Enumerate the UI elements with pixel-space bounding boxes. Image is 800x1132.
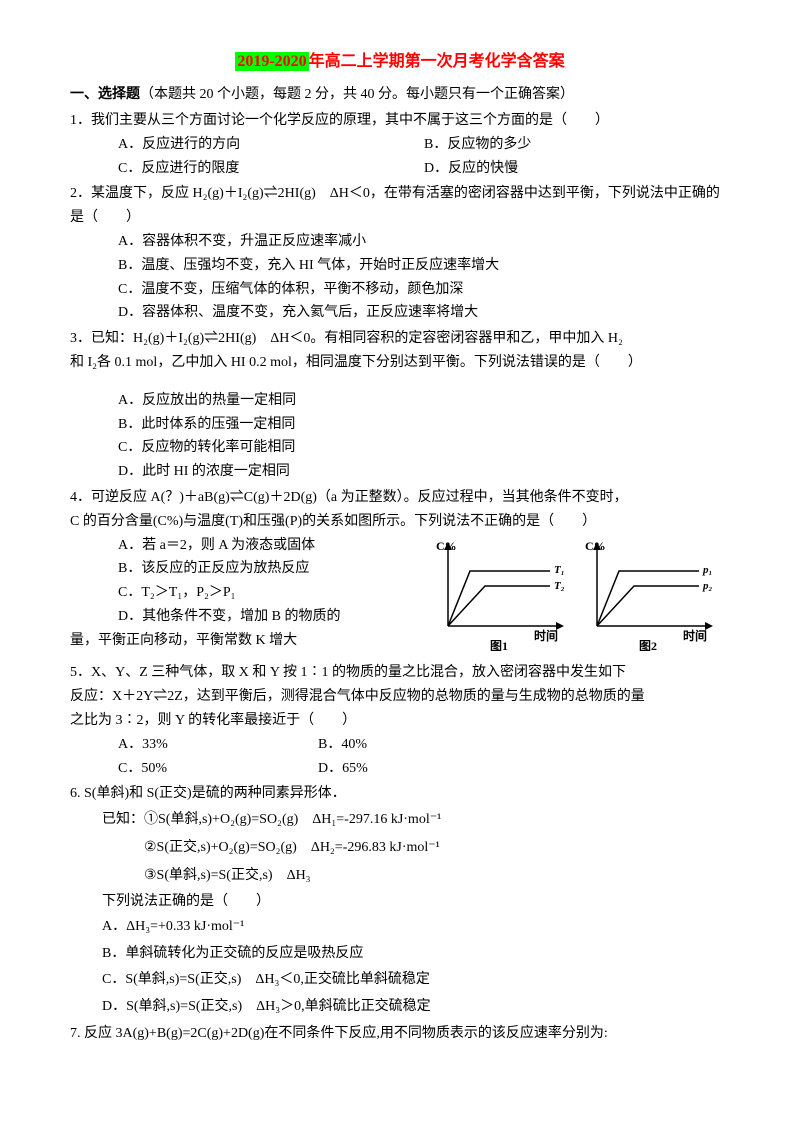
exam-page: 2019-2020年高二上学期第一次月考化学含答案 一、选择题（本题共 20 个…: [0, 0, 800, 1076]
q1-opt-a: A．反应进行的方向: [118, 133, 424, 157]
title-highlight: 2019-2020: [235, 52, 308, 71]
q5-opt-d: D．65%: [318, 757, 730, 781]
q5-opt-b: B．40%: [318, 733, 730, 757]
q4-stem-1: 4．可逆反应 A(？)＋aB(g)⇌C(g)＋2D(g)（a 为正整数）。反应过…: [70, 486, 730, 510]
section-1-note: （本题共 20 个小题，每题 2 分，共 40 分。每小题只有一个正确答案）: [140, 87, 574, 102]
q6-eq2: ②S(正交,s)+O₂(g)=SO₂(g) ΔH₂=-296.83 kJ·mol…: [102, 834, 730, 862]
q3-stem-2: 和 I₂各 0.1 mol，乙中加入 HI 0.2 mol，相同温度下分别达到平…: [70, 351, 730, 375]
q2-opt-c: C．温度不变，压缩气体的体积，平衡不移动，颜色加深: [118, 278, 730, 302]
chart1-t1: T₁: [554, 564, 565, 576]
q5-opt-a: A．33%: [118, 733, 318, 757]
title-text: 年高二上学期第一次月考化学含答案: [309, 53, 565, 70]
q6-eq3: ③S(单斜,s)=S(正交,s) ΔH₃: [102, 862, 730, 890]
q6-head: 6. S(单斜)和 S(正交)是硫的两种同素异形体．: [70, 782, 730, 806]
question-3: 3．已知：H₂(g)＋I₂(g)⇌2HI(g) ΔH＜0。有相同容积的定容密闭容…: [70, 327, 730, 484]
q2-opt-b: B．温度、压强均不变，充入 HI 气体，开始时正反应速率增大: [118, 254, 730, 278]
chart2-figlabel: 图2: [639, 639, 657, 651]
section-1-header: 一、选择题（本题共 20 个小题，每题 2 分，共 40 分。每小题只有一个正确…: [70, 83, 730, 107]
document-title: 2019-2020年高二上学期第一次月考化学含答案: [70, 48, 730, 75]
chart2-ylabel: C%: [585, 539, 606, 553]
q6-options: A．ΔH₃=+0.33 kJ·mol⁻¹ B．单斜硫转化为正交硫的反应是吸热反应…: [70, 914, 730, 1020]
q3-stem-1: 3．已知：H₂(g)＋I₂(g)⇌2HI(g) ΔH＜0。有相同容积的定容密闭容…: [70, 327, 730, 351]
q5-stem-1: 5．X、Y、Z 三种气体，取 X 和 Y 按 1∶1 的物质的量之比混合，放入密…: [70, 661, 730, 685]
q5-opt-c: C．50%: [118, 757, 318, 781]
chart1-ylabel: C%: [436, 539, 457, 553]
q6-known-block: 已知：①S(单斜,s)+O₂(g)=SO₂(g) ΔH₁=-297.16 kJ·…: [70, 806, 730, 890]
q6-opt-b: B．单斜硫转化为正交硫的反应是吸热反应: [102, 941, 730, 968]
q3-opt-c: C．反应物的转化率可能相同: [118, 436, 730, 460]
question-5: 5．X、Y、Z 三种气体，取 X 和 Y 按 1∶1 的物质的量之比混合，放入密…: [70, 661, 730, 780]
section-1-title: 一、选择题: [70, 87, 140, 102]
q6-opt-d: D．S(单斜,s)=S(正交,s) ΔH₃＞0,单斜硫比正交硫稳定: [102, 994, 730, 1021]
q6-opt-a: A．ΔH₃=+0.33 kJ·mol⁻¹: [102, 914, 730, 941]
q1-options: A．反应进行的方向 B．反应物的多少 C．反应进行的限度 D．反应的快慢: [70, 133, 730, 181]
q7-stem: 7. 反应 3A(g)+B(g)=2C(g)+2D(g)在不同条件下反应,用不同…: [70, 1022, 730, 1046]
q6-opt-c: C．S(单斜,s)=S(正交,s) ΔH₃＜0,正交硫比单斜硫稳定: [102, 967, 730, 994]
q1-stem: 1．我们主要从三个方面讨论一个化学反应的原理，其中不属于这三个方面的是（ ）: [70, 109, 730, 133]
q2-opt-d: D．容器体积、温度不变，充入氦气后，正反应速率将增大: [118, 301, 730, 325]
q6-eq1: 已知：①S(单斜,s)+O₂(g)=SO₂(g) ΔH₁=-297.16 kJ·…: [102, 806, 730, 834]
q1-opt-c: C．反应进行的限度: [118, 157, 424, 181]
question-2: 2．某温度下，反应 H₂(g)＋I₂(g)⇌2HI(g) ΔH＜0，在带有活塞的…: [70, 182, 730, 325]
q1-opt-d: D．反应的快慢: [424, 157, 730, 181]
q3-opt-a: A．反应放出的热量一定相同: [118, 389, 730, 413]
chart-fig2: C% p₁ p₂ 时间 图2: [579, 536, 724, 651]
q1-opt-b: B．反应物的多少: [424, 133, 730, 157]
q2-opt-a: A．容器体积不变，升温正反应速率减小: [118, 230, 730, 254]
chart2-p2: p₂: [702, 580, 713, 592]
chart2-p1: p₁: [702, 564, 712, 576]
q5-stem-3: 之比为 3∶2，则 Y 的转化率最接近于（ ）: [70, 709, 730, 733]
q6-ask: 下列说法正确的是（ ）: [70, 890, 730, 914]
question-1: 1．我们主要从三个方面讨论一个化学反应的原理，其中不属于这三个方面的是（ ） A…: [70, 109, 730, 180]
chart-fig1: C% T₁ T₂ 时间 图1: [430, 536, 575, 651]
question-6: 6. S(单斜)和 S(正交)是硫的两种同素异形体． 已知：①S(单斜,s)+O…: [70, 782, 730, 1020]
q3-opt-d: D．此时 HI 的浓度一定相同: [118, 460, 730, 484]
q3-options: A．反应放出的热量一定相同 B．此时体系的压强一定相同 C．反应物的转化率可能相…: [70, 389, 730, 484]
chart1-t2: T₂: [554, 580, 565, 592]
q5-stem-2: 反应：X＋2Y⇌2Z，达到平衡后，测得混合气体中反应物的总物质的量与生成物的总物…: [70, 685, 730, 709]
q3-opt-b: B．此时体系的压强一定相同: [118, 413, 730, 437]
q4-stem-2: C 的百分含量(C%)与温度(T)和压强(P)的关系如图所示。下列说法不正确的是…: [70, 510, 730, 534]
question-7: 7. 反应 3A(g)+B(g)=2C(g)+2D(g)在不同条件下反应,用不同…: [70, 1022, 730, 1046]
q5-options: A．33% B．40% C．50% D．65%: [70, 733, 730, 781]
q2-options: A．容器体积不变，升温正反应速率减小 B．温度、压强均不变，充入 HI 气体，开…: [70, 230, 730, 325]
chart1-figlabel: 图1: [490, 639, 508, 651]
question-4: 4．可逆反应 A(？)＋aB(g)⇌C(g)＋2D(g)（a 为正整数）。反应过…: [70, 486, 730, 659]
q4-charts: C% T₁ T₂ 时间 图1 C% p₁ p₂ 时间 图2: [430, 536, 730, 660]
q2-stem: 2．某温度下，反应 H₂(g)＋I₂(g)⇌2HI(g) ΔH＜0，在带有活塞的…: [70, 182, 730, 230]
chart1-xlabel: 时间: [534, 628, 558, 643]
chart2-xlabel: 时间: [683, 628, 707, 643]
